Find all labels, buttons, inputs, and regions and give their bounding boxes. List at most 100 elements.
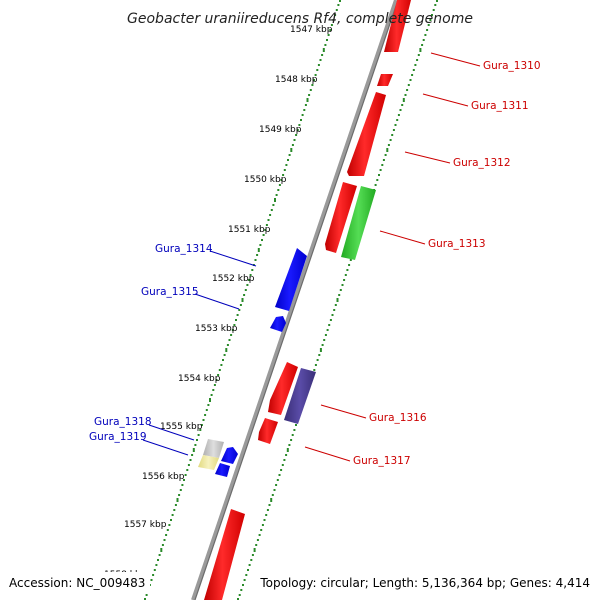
ruler-minor-tick [261, 524, 264, 526]
ruler-minor-tick [344, 274, 347, 276]
ruler-minor-tick [328, 324, 331, 326]
ruler-major-tick [290, 148, 293, 152]
gene-gura-1311[interactable] [347, 92, 386, 176]
leader-gura-1310 [430, 52, 481, 67]
gene-gura-1315[interactable] [270, 316, 286, 332]
ruler-minor-tick [191, 454, 194, 456]
ruler-minor-tick [378, 174, 380, 176]
ruler-major-tick [257, 248, 260, 252]
ruler-major-tick [419, 48, 422, 52]
ruler-minor-tick [276, 479, 279, 481]
ruler-minor-tick [243, 579, 246, 581]
gene-label-gura-1319[interactable]: Gura_1319 [89, 431, 147, 443]
ruler-minor-tick [256, 254, 259, 256]
gene-gura-1316[interactable] [268, 362, 316, 424]
ruler-minor-tick [265, 224, 268, 226]
gene-gura-1310[interactable] [377, 0, 412, 86]
ruler-minor-tick [397, 114, 400, 116]
ruler-minor-tick [288, 444, 291, 446]
kbp-label: 1552 kbp [212, 274, 255, 284]
gene-label-gura-1316[interactable]: Gura_1316 [369, 412, 427, 424]
ruler-minor-tick [329, 29, 332, 31]
ruler-minor-tick [223, 354, 226, 356]
ruler-major-tick [306, 98, 309, 102]
ruler-minor-tick [319, 59, 322, 61]
ruler-minor-tick [275, 484, 278, 486]
ruler-minor-tick [407, 84, 410, 86]
kbp-label: 1553 kbp [195, 324, 238, 334]
ruler-minor-tick [300, 119, 302, 121]
gene-gura-1317[interactable] [258, 418, 278, 444]
ruler-minor-tick [283, 169, 286, 171]
gene-label-gura-1317[interactable]: Gura_1317 [353, 455, 411, 467]
gene-gura-1313[interactable] [341, 186, 376, 260]
ruler-minor-tick [267, 219, 270, 221]
ruler-minor-tick [404, 94, 407, 96]
ruler-major-tick [176, 498, 179, 502]
ruler-minor-tick [409, 79, 412, 81]
gene-gura-1312[interactable] [325, 182, 357, 253]
ruler-minor-tick [270, 209, 273, 211]
ruler-minor-tick [174, 504, 177, 506]
ruler-minor-tick [280, 469, 283, 471]
ruler-minor-tick [150, 579, 153, 581]
leader-gura-1316 [320, 404, 367, 419]
ruler-minor-tick [210, 394, 213, 396]
ruler-minor-tick [238, 309, 241, 311]
ruler-minor-tick [316, 69, 319, 71]
outer-ruler [237, 0, 438, 600]
gene-bar [341, 186, 376, 260]
ruler-minor-tick [197, 434, 200, 436]
ruler-minor-tick [249, 274, 252, 276]
ruler-minor-tick [291, 434, 294, 436]
gene-label-gura-1312[interactable]: Gura_1312 [453, 157, 511, 169]
ruler-major-tick [274, 198, 276, 202]
ruler-minor-tick [414, 64, 417, 66]
gene-gura-1319[interactable] [198, 447, 238, 477]
ruler-minor-tick [417, 54, 420, 56]
kbp-label: 1548 kbp [275, 75, 318, 85]
leader-gura-1319 [142, 439, 189, 456]
gene-arrow-small [377, 74, 393, 86]
leader-gura-1317 [304, 446, 351, 462]
leader-gura-1312 [404, 151, 451, 164]
ruler-minor-tick [145, 594, 148, 596]
ruler-minor-tick [434, 4, 437, 6]
gene-gura-1314[interactable] [275, 248, 307, 311]
ruler-minor-tick [379, 169, 382, 171]
ruler-major-tick [160, 548, 163, 552]
ruler-minor-tick [314, 364, 317, 366]
leader-gura-1315 [194, 293, 240, 310]
gene-label-gura-1310[interactable]: Gura_1310 [483, 60, 541, 72]
ruler-minor-tick [384, 154, 387, 156]
ruler-major-tick [237, 598, 239, 600]
gene-label-gura-1314[interactable]: Gura_1314 [155, 243, 213, 255]
ruler-major-tick [270, 498, 273, 502]
ruler-minor-tick [217, 374, 220, 376]
ruler-minor-tick [220, 364, 223, 366]
ruler-minor-tick [346, 269, 349, 271]
ruler-minor-tick [272, 204, 275, 206]
ruler-minor-tick [412, 69, 415, 71]
kbp-label: 1547 kbp [290, 25, 333, 35]
gene-gura-1318[interactable] [203, 439, 224, 458]
ruler-minor-tick [394, 124, 397, 126]
gene-label-gura-1315[interactable]: Gura_1315 [141, 286, 199, 298]
gene-label-gura-1313[interactable]: Gura_1313 [428, 238, 486, 250]
gene-bar [284, 368, 316, 424]
gene-label-gura-1318[interactable]: Gura_1318 [94, 416, 152, 428]
ruler-minor-tick [293, 429, 296, 431]
ruler-minor-tick [259, 244, 262, 246]
label-leaders [142, 52, 481, 462]
ruler-minor-tick [349, 259, 352, 261]
gene-bar [203, 439, 224, 458]
ruler-minor-tick [184, 474, 187, 476]
ruler-minor-tick [266, 509, 269, 511]
ruler-minor-tick [179, 489, 182, 491]
leader-gura-1318 [148, 424, 195, 441]
ruler-minor-tick [226, 344, 229, 346]
kbp-label: 1557 kbp [124, 520, 167, 530]
ruler-minor-tick [199, 429, 202, 431]
gene-unlabeled-forward[interactable] [204, 509, 245, 600]
gene-label-gura-1311[interactable]: Gura_1311 [471, 100, 529, 112]
